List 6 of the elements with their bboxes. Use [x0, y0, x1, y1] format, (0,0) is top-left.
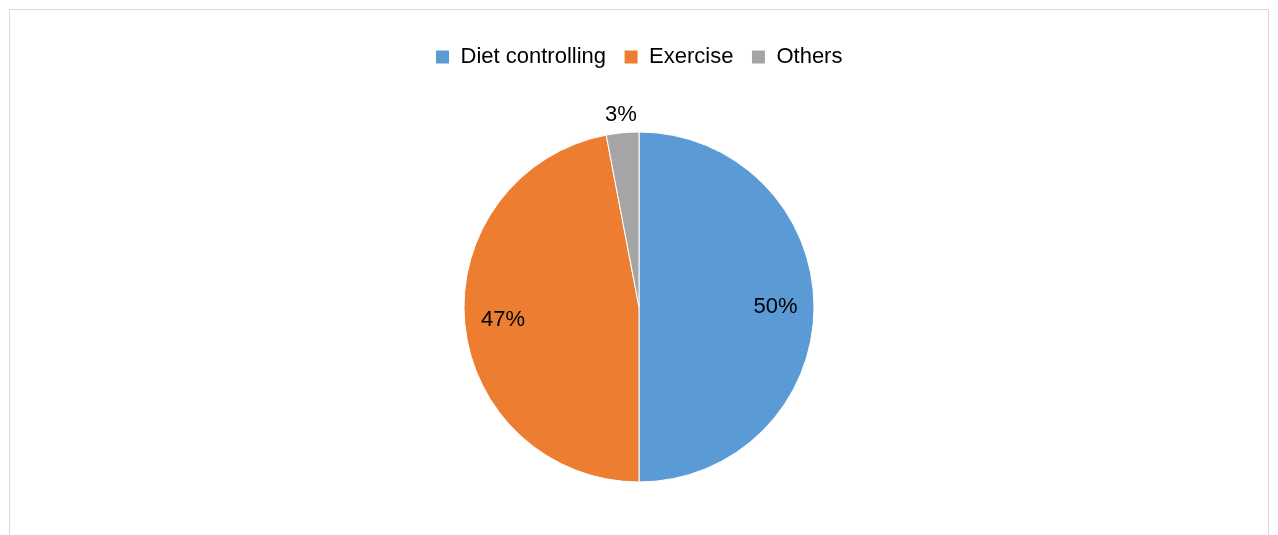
legend-label: Exercise: [649, 43, 734, 69]
data-label: 3%: [604, 101, 637, 127]
data-label: 47%: [481, 305, 526, 331]
data-label: 50%: [753, 293, 798, 319]
legend-label: Others: [776, 43, 843, 69]
legend-label: Diet controlling: [460, 43, 607, 69]
